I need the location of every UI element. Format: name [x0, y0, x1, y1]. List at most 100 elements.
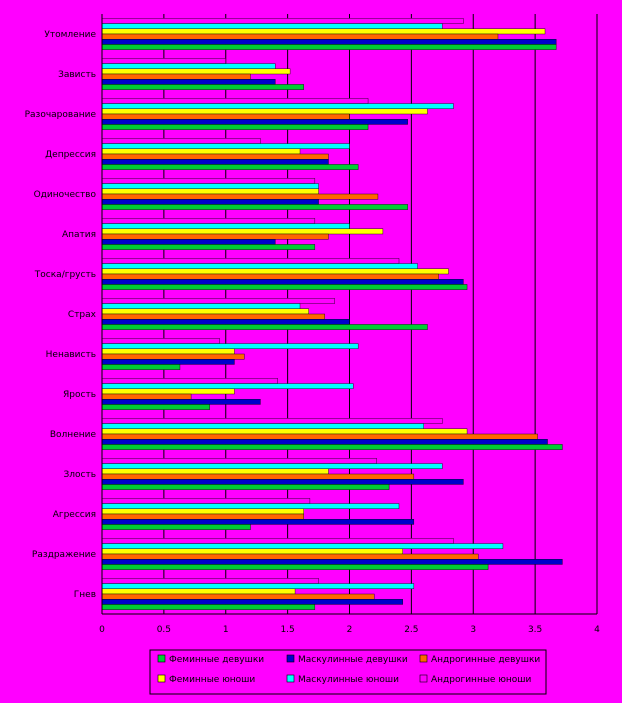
bar: [101, 298, 335, 304]
legend-label: Феминные девушки: [169, 655, 264, 665]
bar: [101, 303, 301, 309]
category-label: Зависть: [58, 70, 96, 80]
bar: [101, 113, 350, 120]
bar: [101, 73, 251, 80]
bar: [101, 559, 563, 565]
bar: [101, 338, 220, 344]
category-label: Гнев: [74, 590, 96, 600]
bar: [101, 439, 548, 445]
bar: [101, 68, 291, 75]
bar: [101, 204, 408, 210]
bar: [101, 284, 468, 290]
bar: [101, 343, 359, 349]
legend-box: [149, 649, 547, 695]
bar: [101, 479, 464, 485]
bar: [101, 583, 415, 589]
bar: [101, 244, 316, 250]
category-label: Одиночество: [34, 190, 97, 200]
bar: [101, 433, 538, 440]
bar: [101, 463, 443, 469]
bar: [101, 353, 245, 360]
x-tick-label: 4: [594, 625, 600, 635]
bar: [101, 473, 415, 480]
bar: [101, 428, 468, 435]
legend-swatch: [419, 674, 428, 683]
bar: [101, 138, 261, 144]
legend-swatch: [157, 654, 166, 663]
bar: [101, 124, 369, 130]
x-tick-label: 0: [99, 625, 105, 635]
bar: [101, 223, 350, 229]
bar: [101, 143, 350, 149]
tick-labels: 0 0.5 1 1.5 2 2.5 3 3.5 4: [99, 625, 600, 635]
bar: [101, 153, 329, 160]
bar: [101, 79, 276, 85]
x-tick-label: 1.5: [280, 625, 294, 635]
bar: [101, 599, 403, 605]
category-label: Апатия: [62, 230, 96, 240]
bar: [101, 388, 235, 395]
category-label: Ярость: [63, 390, 96, 400]
bar: [101, 553, 479, 560]
bar: [101, 263, 418, 269]
category-label: Раздражение: [32, 550, 97, 560]
bar: [101, 543, 504, 549]
category-label: Злость: [63, 470, 96, 480]
bar: [101, 423, 424, 429]
bar: [101, 519, 415, 525]
bar: [101, 593, 375, 600]
bar: [101, 404, 210, 410]
bar: [101, 378, 278, 384]
bar: [101, 484, 390, 490]
legend-swatch: [157, 674, 166, 683]
category-label: Утомление: [44, 30, 96, 40]
legend-label: Андрогинные юноши: [431, 675, 532, 685]
bar: [101, 444, 563, 450]
bar: [101, 458, 377, 464]
category-labels: Утомление Зависть Разочарование Депрессия Од…: [25, 30, 97, 600]
bar: [101, 498, 311, 504]
bar: [101, 193, 379, 200]
category-label: Разочарование: [25, 110, 97, 120]
bar: [101, 268, 449, 275]
bar: [101, 348, 235, 355]
legend-label: Феминные юноши: [169, 675, 255, 685]
bar: [101, 393, 192, 400]
bar: [101, 188, 319, 195]
bar: [101, 279, 464, 285]
bar: [101, 273, 439, 280]
category-label: Депрессия: [45, 150, 96, 160]
bar: [101, 28, 546, 35]
bar: [101, 588, 296, 595]
legend-label: Маскулинные юноши: [298, 675, 399, 685]
bar: [101, 33, 499, 40]
bar: [101, 164, 359, 170]
bar: [101, 313, 325, 320]
x-tick-label: 1: [223, 625, 229, 635]
bar: [101, 58, 226, 64]
bar: [101, 119, 408, 125]
bar: [101, 39, 557, 45]
bar: [101, 44, 557, 50]
bar: [101, 513, 304, 520]
category-label: Страх: [68, 310, 97, 320]
bars-layer: [101, 18, 563, 610]
bar: [101, 418, 443, 424]
bar: [101, 239, 276, 245]
bar: [101, 23, 443, 29]
bar: [101, 148, 301, 155]
legend-label: Маскулинные девушки: [298, 655, 408, 665]
legend-swatch: [286, 654, 295, 663]
category-label: Волнение: [50, 430, 97, 440]
category-label: Тоска/грусть: [34, 270, 96, 280]
bar: [101, 468, 329, 475]
legend-label: Андрогинные девушки: [431, 655, 540, 665]
bar: [101, 538, 454, 544]
bar: [101, 108, 428, 115]
bar: [101, 324, 428, 330]
bar: [101, 218, 316, 224]
bar: [101, 564, 489, 570]
bar: [101, 98, 369, 104]
bar: [101, 183, 319, 189]
